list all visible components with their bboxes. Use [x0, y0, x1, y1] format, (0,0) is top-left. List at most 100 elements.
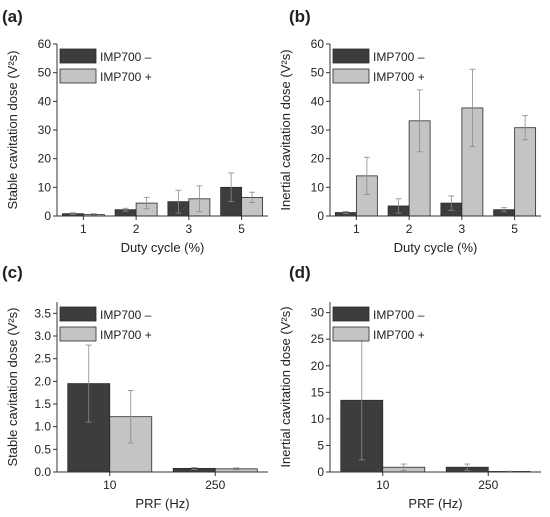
y-tick-label: 10: [311, 180, 325, 194]
error-bar: [196, 185, 203, 213]
chart-panel: (d) 10 250 0 5 10 15 20 25 30 PRF (Hz) Inertial cav…: [278, 263, 541, 511]
error-bar: [448, 195, 455, 211]
legend-swatch: [332, 306, 370, 322]
y-tick-label: 30: [311, 306, 325, 320]
error-bar: [85, 344, 92, 423]
error-bar: [249, 191, 256, 203]
error-bar: [400, 463, 407, 471]
legend-swatch: [332, 48, 370, 64]
x-tick-label: 1: [80, 222, 87, 236]
x-axis-title: Duty cycle (%): [394, 240, 478, 255]
legend-label: IMP700 +: [373, 70, 425, 84]
y-tick-label: 1.0: [34, 420, 51, 434]
error-bar: [228, 172, 235, 203]
y-tick-label: 20: [311, 152, 325, 166]
error-bar: [122, 207, 129, 212]
legend-label: IMP700 +: [373, 328, 425, 342]
error-bar: [469, 68, 476, 148]
y-axis-title: Inertial cavitation dose (V²s): [278, 306, 293, 467]
y-tick-label: 20: [38, 152, 52, 166]
legend-label: IMP700 +: [100, 328, 152, 342]
x-tick-label: 2: [406, 222, 413, 236]
y-tick-label: 40: [311, 94, 325, 108]
x-axis-title: Duty cycle (%): [121, 240, 205, 255]
y-tick-label: 5: [317, 438, 324, 452]
x-tick-label: 250: [205, 478, 225, 492]
error-bar: [191, 467, 198, 470]
legend-label: IMP700 –: [373, 308, 425, 322]
x-axis-title: PRF (Hz): [135, 496, 189, 511]
axis-frame: [329, 302, 541, 473]
y-tick-label: 40: [38, 94, 52, 108]
y-tick-label: 60: [38, 37, 52, 51]
y-tick-label: 0.5: [34, 442, 51, 456]
error-bar: [90, 213, 97, 216]
error-bar: [416, 89, 423, 153]
y-tick-label: 50: [38, 66, 52, 80]
error-bar: [233, 467, 240, 471]
y-tick-label: 1.5: [34, 397, 51, 411]
error-bar: [175, 189, 182, 214]
legend-swatch: [59, 326, 97, 342]
legend-swatch: [332, 326, 370, 342]
panel-label: (c): [2, 263, 23, 282]
y-tick-label: 20: [311, 359, 325, 373]
legend-swatch: [59, 68, 97, 84]
y-axis-title: Stable cavitation dose (V²s): [5, 51, 20, 210]
y-tick-label: 30: [38, 123, 52, 137]
x-axis-title: PRF (Hz): [408, 496, 462, 511]
y-tick-label: 25: [311, 332, 325, 346]
chart-panel: (c) 10 250 0.0 0.5 1.0 1.5 2.0 2.5 3.0 3.5 PRF (Hz)…: [2, 263, 268, 511]
y-tick-label: 50: [311, 66, 325, 80]
x-tick-label: 10: [103, 478, 117, 492]
error-bar: [342, 211, 349, 215]
y-tick-label: 0: [44, 209, 51, 223]
panel-label: (d): [289, 263, 311, 282]
error-bar: [69, 212, 76, 215]
legend-swatch: [59, 48, 97, 64]
y-tick-label: 2.5: [34, 352, 51, 366]
legend-label: IMP700 –: [373, 50, 425, 64]
error-bar: [395, 198, 402, 214]
legend-label: IMP700 +: [100, 70, 152, 84]
x-tick-label: 2: [133, 222, 140, 236]
x-tick-label: 3: [459, 222, 466, 236]
y-tick-label: 15: [311, 385, 325, 399]
legend-swatch: [59, 306, 97, 322]
panel-label: (a): [2, 7, 23, 26]
axis-frame: [329, 44, 541, 217]
bar: [514, 127, 537, 217]
y-tick-label: 0.0: [34, 465, 51, 479]
y-tick-label: 0: [317, 465, 324, 479]
error-bar: [363, 156, 370, 195]
y-axis-title: Stable cavitation dose (V²s): [5, 308, 20, 467]
x-tick-label: 250: [478, 478, 498, 492]
legend-label: IMP700 –: [100, 308, 152, 322]
y-tick-label: 10: [38, 180, 52, 194]
error-bar: [127, 389, 134, 444]
x-tick-label: 10: [376, 478, 390, 492]
y-tick-label: 2.0: [34, 374, 51, 388]
error-bar: [501, 207, 508, 213]
axis-frame: [56, 302, 268, 473]
y-tick-label: 30: [311, 123, 325, 137]
error-bar: [143, 196, 150, 210]
y-tick-label: 60: [311, 37, 325, 51]
x-tick-label: 3: [186, 222, 193, 236]
y-tick-label: 0: [317, 209, 324, 223]
y-axis-title: Inertial cavitation dose (V²s): [278, 49, 293, 210]
legend-swatch: [332, 68, 370, 84]
legend-label: IMP700 –: [100, 50, 152, 64]
error-bar: [522, 115, 529, 141]
axis-frame: [56, 44, 268, 217]
x-tick-label: 5: [238, 222, 245, 236]
x-tick-label: 5: [511, 222, 518, 236]
x-tick-label: 1: [353, 222, 360, 236]
panel-label: (b): [289, 7, 311, 26]
y-tick-label: 3.5: [34, 306, 51, 320]
y-tick-label: 3.0: [34, 329, 51, 343]
y-tick-label: 10: [311, 412, 325, 426]
